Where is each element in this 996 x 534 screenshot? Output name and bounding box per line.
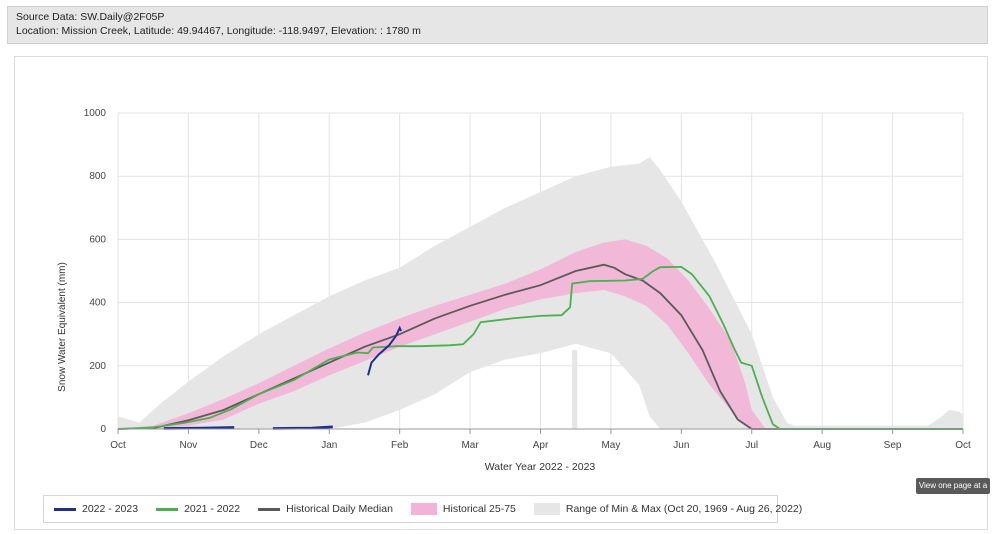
band-25-75 [118, 239, 963, 429]
legend-swatch-min-max [533, 503, 560, 515]
legend-item-min-max[interactable]: Range of Min & Max (Oct 20, 1969 - Aug 2… [533, 503, 803, 515]
x-tick-label: Mar [461, 440, 479, 451]
snow-water-chart: 0 200 400 600 800 1000 Oct Nov Dec Jan Feb Mar Apr Ma… [57, 108, 971, 473]
y-tick-label: 200 [89, 361, 106, 372]
legend-swatch-median [258, 507, 281, 511]
x-tick-label: Jan [321, 440, 337, 451]
x-tick-label: Jun [673, 440, 689, 451]
location-text: Location: Mission Creek, Latitude: 49.94… [16, 25, 421, 37]
x-axis-label: Water Year 2022 - 2023 [485, 461, 596, 473]
legend-swatch-current [54, 507, 76, 511]
x-tick-label: May [601, 440, 620, 451]
x-tick-label: Feb [391, 440, 409, 451]
legend-label-previous: 2021 - 2022 [184, 503, 241, 515]
y-tick-label: 800 [89, 171, 106, 182]
x-tick-label: Jul [745, 440, 758, 451]
series-2022-2023-dashed-segment [272, 425, 333, 430]
x-tick-label: Apr [533, 440, 549, 451]
band-min-max-spike [572, 350, 578, 429]
legend-label-median: Historical Daily Median [286, 503, 393, 515]
legend-item-25-75[interactable]: Historical 25-75 [410, 503, 516, 515]
source-info-bar: Source Data: SW.Daily@2F05P Location: Mi… [7, 6, 988, 44]
legend-label-min-max: Range of Min & Max (Oct 20, 1969 - Aug 2… [565, 503, 803, 515]
x-tick-label: Oct [110, 440, 126, 451]
y-axis-label: Snow Water Equivalent (mm) [57, 262, 68, 392]
chart-panel: 0 200 400 600 800 1000 Oct Nov Dec Jan Feb Mar Apr Ma… [14, 56, 988, 530]
y-tick-label: 0 [100, 424, 106, 435]
series-2022-2023-line [367, 325, 403, 376]
legend-item-current[interactable]: 2022 - 2023 [54, 503, 138, 515]
legend-label-current: 2022 - 2023 [82, 503, 139, 515]
y-tick-label: 600 [89, 234, 106, 245]
legend-item-previous[interactable]: 2021 - 2022 [156, 503, 240, 515]
view-one-page-button[interactable]: View one page at a [916, 478, 990, 494]
x-tick-label: Sep [884, 440, 902, 451]
source-data-text: Source Data: SW.Daily@2F05P [16, 11, 165, 23]
legend-item-median[interactable]: Historical Daily Median [258, 503, 393, 515]
x-tick-label: Dec [250, 440, 268, 451]
series-2022-2023-dashed-segment [163, 426, 235, 430]
series-2021-2022-line [117, 265, 963, 430]
x-tick-label: Nov [180, 440, 198, 451]
legend-swatch-previous [156, 507, 179, 511]
legend-label-25-75: Historical 25-75 [442, 503, 516, 515]
legend-swatch-25-75 [410, 503, 437, 515]
y-tick-label: 1000 [84, 108, 107, 119]
x-tick-label: Oct [955, 440, 971, 451]
chart-legend: 2022 - 2023 2021 - 2022 Historical Daily… [43, 495, 802, 523]
x-tick-label: Aug [813, 440, 831, 451]
y-tick-label: 400 [89, 298, 106, 309]
